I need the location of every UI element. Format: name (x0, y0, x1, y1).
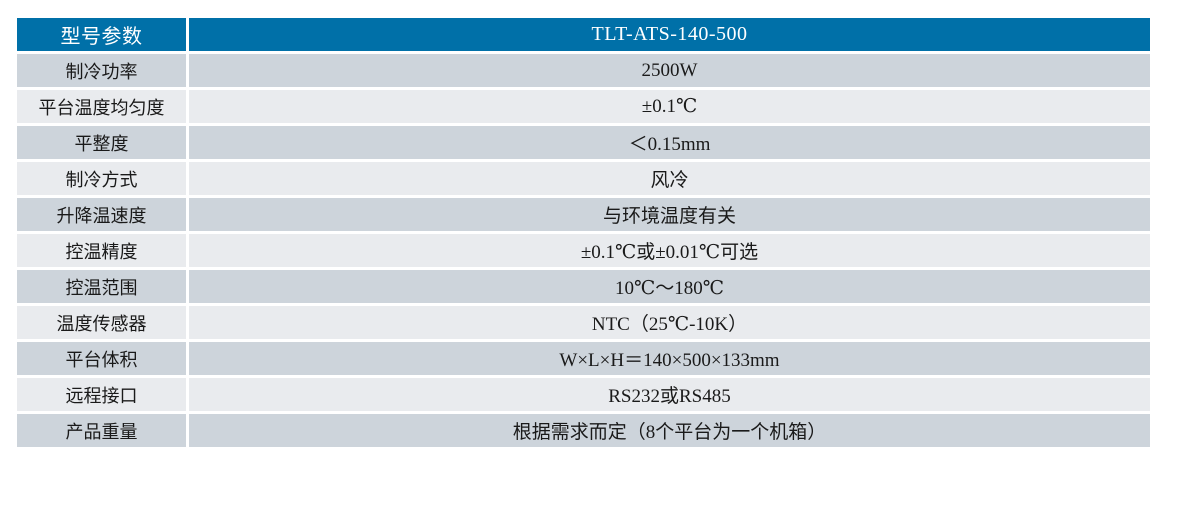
table-row: 产品重量 根据需求而定（8个平台为一个机箱） (14, 411, 1153, 450)
spec-value: ±0.1℃或±0.01℃可选 (186, 231, 1153, 270)
table-row: 远程接口 RS232或RS485 (14, 375, 1153, 414)
spec-label: 控温精度 (14, 231, 189, 270)
table-row: 平整度 ＜0.15mm (14, 123, 1153, 162)
spec-label: 平整度 (14, 123, 189, 162)
table-row: 平台体积 W×L×H＝140×500×133mm (14, 339, 1153, 378)
spec-table: 型号参数 TLT-ATS-140-500 制冷功率 2500W 平台温度均匀度 … (14, 15, 1153, 450)
spec-value: 2500W (186, 51, 1153, 90)
table-row: 控温范围 10℃～180℃ (14, 267, 1153, 306)
table-row: 控温精度 ±0.1℃或±0.01℃可选 (14, 231, 1153, 270)
spec-value: 根据需求而定（8个平台为一个机箱） (186, 411, 1153, 450)
spec-value: 与环境温度有关 (186, 195, 1153, 234)
spec-value: W×L×H＝140×500×133mm (186, 339, 1153, 378)
spec-value: ＜0.15mm (186, 123, 1153, 162)
spec-label: 温度传感器 (14, 303, 189, 342)
spec-value: RS232或RS485 (186, 375, 1153, 414)
table-row: 制冷功率 2500W (14, 51, 1153, 90)
spec-label: 升降温速度 (14, 195, 189, 234)
spec-label: 产品重量 (14, 411, 189, 450)
table-row: 升降温速度 与环境温度有关 (14, 195, 1153, 234)
table-row: 平台温度均匀度 ±0.1℃ (14, 87, 1153, 126)
param-header-cell: 型号参数 (14, 15, 189, 54)
spec-label: 控温范围 (14, 267, 189, 306)
spec-label: 制冷功率 (14, 51, 189, 90)
spec-label: 平台温度均匀度 (14, 87, 189, 126)
model-header-cell: TLT-ATS-140-500 (186, 15, 1153, 54)
spec-label: 平台体积 (14, 339, 189, 378)
spec-value: 10℃～180℃ (186, 267, 1153, 306)
spec-label: 制冷方式 (14, 159, 189, 198)
spec-table-header: 型号参数 TLT-ATS-140-500 (14, 15, 1153, 54)
spec-value: 风冷 (186, 159, 1153, 198)
spec-value: NTC（25℃-10K） (186, 303, 1153, 342)
spec-label: 远程接口 (14, 375, 189, 414)
header-row: 型号参数 TLT-ATS-140-500 (14, 15, 1153, 54)
spec-value: ±0.1℃ (186, 87, 1153, 126)
table-row: 温度传感器 NTC（25℃-10K） (14, 303, 1153, 342)
spec-table-body: 制冷功率 2500W 平台温度均匀度 ±0.1℃ 平整度 ＜0.15mm 制冷方… (14, 51, 1153, 450)
table-row: 制冷方式 风冷 (14, 159, 1153, 198)
